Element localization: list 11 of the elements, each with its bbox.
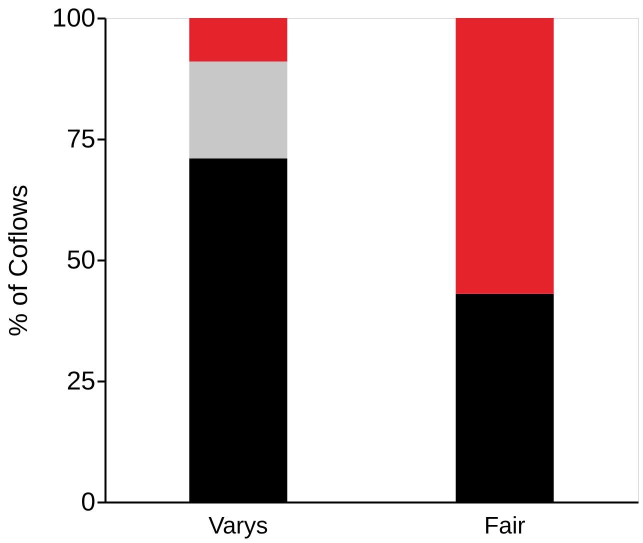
y-tick-label: 50 (66, 244, 96, 274)
y-tick-label: 0 (81, 486, 96, 516)
y-tick-label: 25 (66, 366, 96, 396)
x-tick-label: Varys (208, 512, 268, 540)
y-tick-label: 75 (66, 124, 96, 154)
y-tick-label: 100 (52, 2, 96, 32)
bar (456, 18, 554, 294)
bar (189, 18, 288, 62)
y-axis-title: % of Coflows (3, 184, 34, 336)
bar (189, 62, 288, 158)
x-tick-label: Fair (484, 512, 526, 540)
